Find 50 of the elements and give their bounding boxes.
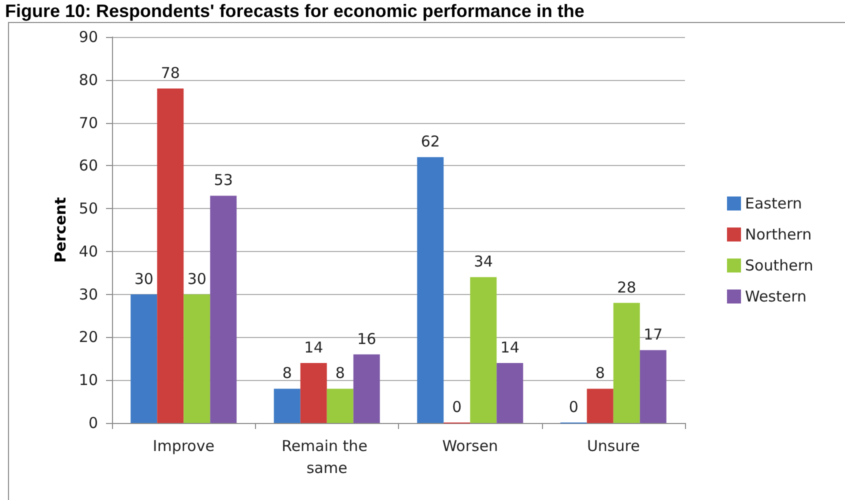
x-tick-label: Improve <box>152 437 214 455</box>
data-label: 8 <box>595 364 605 382</box>
bar <box>586 388 614 423</box>
legend-label: Western <box>745 288 807 306</box>
data-label: 28 <box>617 278 636 296</box>
data-label: 14 <box>500 338 520 356</box>
y-tick-label: 60 <box>78 156 98 175</box>
y-axis-title: Percent <box>52 197 70 263</box>
data-label: 62 <box>420 132 440 151</box>
y-tick-label: 0 <box>88 414 98 432</box>
y-tick-label: 40 <box>78 242 98 260</box>
bar <box>353 354 380 423</box>
bar <box>157 88 184 423</box>
bar <box>417 157 444 423</box>
data-label: 14 <box>304 338 324 356</box>
bar <box>326 388 354 423</box>
bar <box>130 294 158 423</box>
bar <box>184 294 210 423</box>
y-tick-label: 50 <box>78 200 98 218</box>
bar <box>210 196 237 423</box>
data-label: 8 <box>282 364 292 382</box>
data-label: 34 <box>474 252 493 271</box>
legend-label: Southern <box>745 256 814 274</box>
x-tick-label: Remain the same <box>282 437 372 477</box>
bar <box>300 362 327 423</box>
x-tick-label: Unsure <box>586 437 640 455</box>
data-label: 30 <box>134 270 154 288</box>
data-label: 0 <box>568 398 578 416</box>
data-label: 30 <box>187 270 206 288</box>
bar <box>274 388 300 423</box>
data-label: 78 <box>160 64 180 82</box>
data-label: 0 <box>452 398 462 416</box>
chart-title: Figure 10: Respondents' forecasts for economic performance in the <box>5 1 584 21</box>
bar <box>496 362 524 423</box>
y-tick-label: 70 <box>78 114 98 132</box>
y-tick-label: 90 <box>78 28 98 46</box>
data-label: 16 <box>357 330 376 348</box>
data-label: 17 <box>644 326 663 344</box>
bar <box>470 277 497 423</box>
x-tick-label: Worsen <box>442 437 498 455</box>
y-tick-label: 80 <box>78 70 98 89</box>
y-tick-label: 10 <box>78 371 98 390</box>
y-tick-label: 20 <box>78 328 98 346</box>
data-label: 8 <box>335 364 345 382</box>
bar <box>640 350 666 423</box>
y-tick-label: 30 <box>78 285 98 304</box>
data-label: 53 <box>214 171 233 190</box>
legend-label: Northern <box>745 226 812 244</box>
bar <box>613 302 640 423</box>
legend-label: Eastern <box>745 194 802 212</box>
